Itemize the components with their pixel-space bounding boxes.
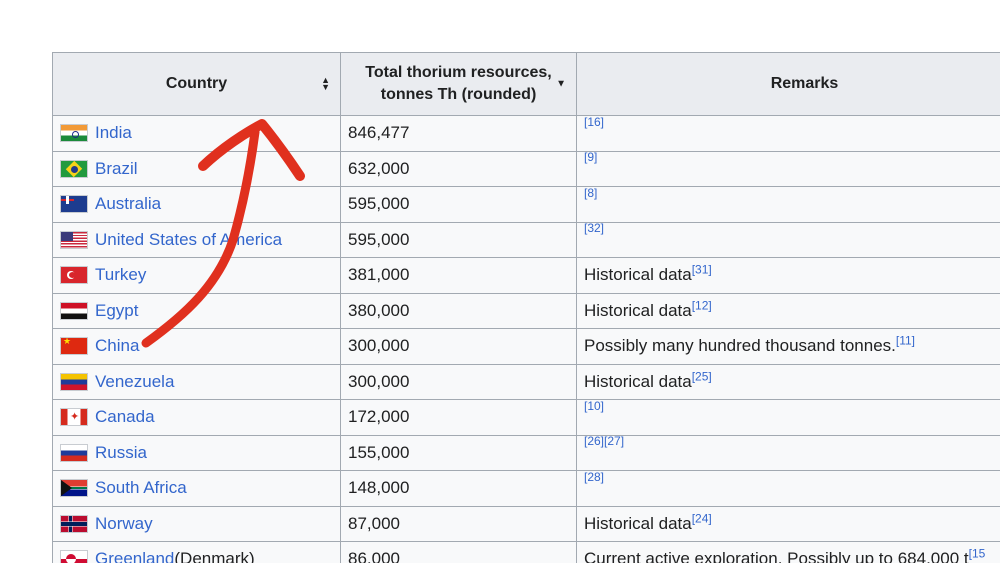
column-header-label: tonnes Th (rounded) bbox=[380, 86, 537, 103]
resource-value: 300,000 bbox=[340, 328, 577, 365]
remark-text: Current active exploration. Possibly up … bbox=[584, 549, 969, 563]
table-row: Egypt 380,000 Historical data[12] bbox=[52, 292, 1000, 329]
table-row: Brazil 632,000 [9] bbox=[52, 150, 1000, 187]
norway-flag-icon[interactable] bbox=[60, 514, 88, 533]
country-link[interactable]: South Africa bbox=[95, 478, 187, 498]
table-row: Turkey 381,000 Historical data[31] bbox=[52, 257, 1000, 294]
resource-value: 380,000 bbox=[340, 292, 577, 329]
resource-value: 172,000 bbox=[340, 399, 577, 436]
table-row: United States of America 595,000 [32] bbox=[52, 221, 1000, 258]
sort-both-icon[interactable]: ▲ ▼ bbox=[321, 75, 330, 92]
turkey-flag-icon[interactable] bbox=[60, 266, 88, 285]
resource-value: 595,000 bbox=[340, 186, 577, 223]
country-link[interactable]: Venezuela bbox=[95, 371, 175, 391]
china-flag-icon[interactable] bbox=[60, 337, 88, 356]
venezuela-flag-icon[interactable] bbox=[60, 372, 88, 391]
reference-link[interactable]: [26][27] bbox=[584, 435, 625, 449]
reference-link[interactable]: [24] bbox=[691, 511, 712, 526]
resource-value: 155,000 bbox=[340, 434, 577, 471]
reference-link[interactable]: [12] bbox=[691, 298, 712, 313]
remark-text: Historical data bbox=[584, 513, 692, 533]
column-header-remarks[interactable]: Remarks bbox=[576, 52, 1000, 116]
column-header-label: Remarks bbox=[770, 75, 839, 92]
reference-link[interactable]: [10] bbox=[584, 399, 605, 413]
reference-link[interactable]: [11] bbox=[895, 333, 915, 348]
reference-link[interactable]: [16] bbox=[584, 115, 605, 129]
remark-text: Historical data bbox=[584, 265, 692, 285]
country-link[interactable]: Canada bbox=[95, 407, 155, 427]
thorium-resources-table: Country ▲ ▼ Total thorium resources, tonn… bbox=[52, 52, 1000, 563]
reference-link[interactable]: [28] bbox=[584, 470, 605, 484]
column-header-label: Total thorium resources, bbox=[365, 64, 552, 81]
brazil-flag-icon[interactable] bbox=[60, 159, 88, 178]
egypt-flag-icon[interactable] bbox=[60, 301, 88, 320]
reference-link[interactable]: [31] bbox=[691, 262, 712, 277]
country-link[interactable]: Turkey bbox=[95, 265, 147, 285]
sort-desc-icon[interactable]: ▼ bbox=[556, 78, 566, 90]
remark-text: Historical data bbox=[584, 300, 692, 320]
column-header-label: Country bbox=[165, 75, 228, 92]
column-header-country[interactable]: Country ▲ ▼ bbox=[52, 52, 341, 116]
reference-link[interactable]: [15 bbox=[968, 546, 986, 561]
thorium-resources-table-container: Country ▲ ▼ Total thorium resources, tonn… bbox=[52, 52, 1000, 563]
table-header-row: Country ▲ ▼ Total thorium resources, tonn… bbox=[52, 52, 1000, 116]
table-row: Norway 87,000 Historical data[24] bbox=[52, 505, 1000, 542]
remark-text: Historical data bbox=[584, 371, 692, 391]
resource-value: 148,000 bbox=[340, 470, 577, 507]
resource-value: 632,000 bbox=[340, 150, 577, 187]
greenland-flag-icon[interactable] bbox=[60, 550, 88, 563]
country-link[interactable]: Brazil bbox=[95, 158, 138, 178]
country-link[interactable]: China bbox=[95, 336, 140, 356]
resource-value: 595,000 bbox=[340, 221, 577, 258]
country-link[interactable]: Greenland bbox=[95, 549, 175, 563]
south-africa-flag-icon[interactable] bbox=[60, 479, 88, 498]
country-link[interactable]: Egypt bbox=[95, 300, 139, 320]
table-row: Canada 172,000 [10] bbox=[52, 399, 1000, 436]
table-row: Greenland (Denmark) 86,000 Current activ… bbox=[52, 541, 1000, 563]
table-row: China 300,000 Possibly many hundred thou… bbox=[52, 328, 1000, 365]
reference-link[interactable]: [25] bbox=[691, 369, 712, 384]
usa-flag-icon[interactable] bbox=[60, 230, 88, 249]
country-link[interactable]: Russia bbox=[95, 442, 147, 462]
country-link[interactable]: Australia bbox=[95, 194, 162, 214]
resource-value: 846,477 bbox=[340, 115, 577, 152]
table-row: South Africa 148,000 [28] bbox=[52, 470, 1000, 507]
reference-link[interactable]: [9] bbox=[584, 151, 598, 165]
canada-flag-icon[interactable] bbox=[60, 408, 88, 427]
reference-link[interactable]: [8] bbox=[584, 186, 598, 200]
russia-flag-icon[interactable] bbox=[60, 443, 88, 462]
australia-flag-icon[interactable] bbox=[60, 195, 88, 214]
country-suffix: (Denmark) bbox=[174, 549, 255, 563]
resource-value: 87,000 bbox=[340, 505, 577, 542]
table-row: Australia 595,000 [8] bbox=[52, 186, 1000, 223]
table-row: Venezuela 300,000 Historical data[25] bbox=[52, 363, 1000, 400]
column-header-resources[interactable]: Total thorium resources, tonnes Th (roun… bbox=[340, 52, 577, 116]
country-link[interactable]: India bbox=[95, 123, 132, 143]
india-flag-icon[interactable] bbox=[60, 124, 88, 143]
country-link[interactable]: United States of America bbox=[95, 229, 283, 249]
table-row: India 846,477 [16] bbox=[52, 115, 1000, 152]
remark-text: Possibly many hundred thousand tonnes. bbox=[584, 336, 896, 356]
reference-link[interactable]: [32] bbox=[584, 222, 605, 236]
resource-value: 86,000 bbox=[340, 541, 577, 563]
country-link[interactable]: Norway bbox=[95, 513, 153, 533]
table-row: Russia 155,000 [26][27] bbox=[52, 434, 1000, 471]
resource-value: 381,000 bbox=[340, 257, 577, 294]
resource-value: 300,000 bbox=[340, 363, 577, 400]
